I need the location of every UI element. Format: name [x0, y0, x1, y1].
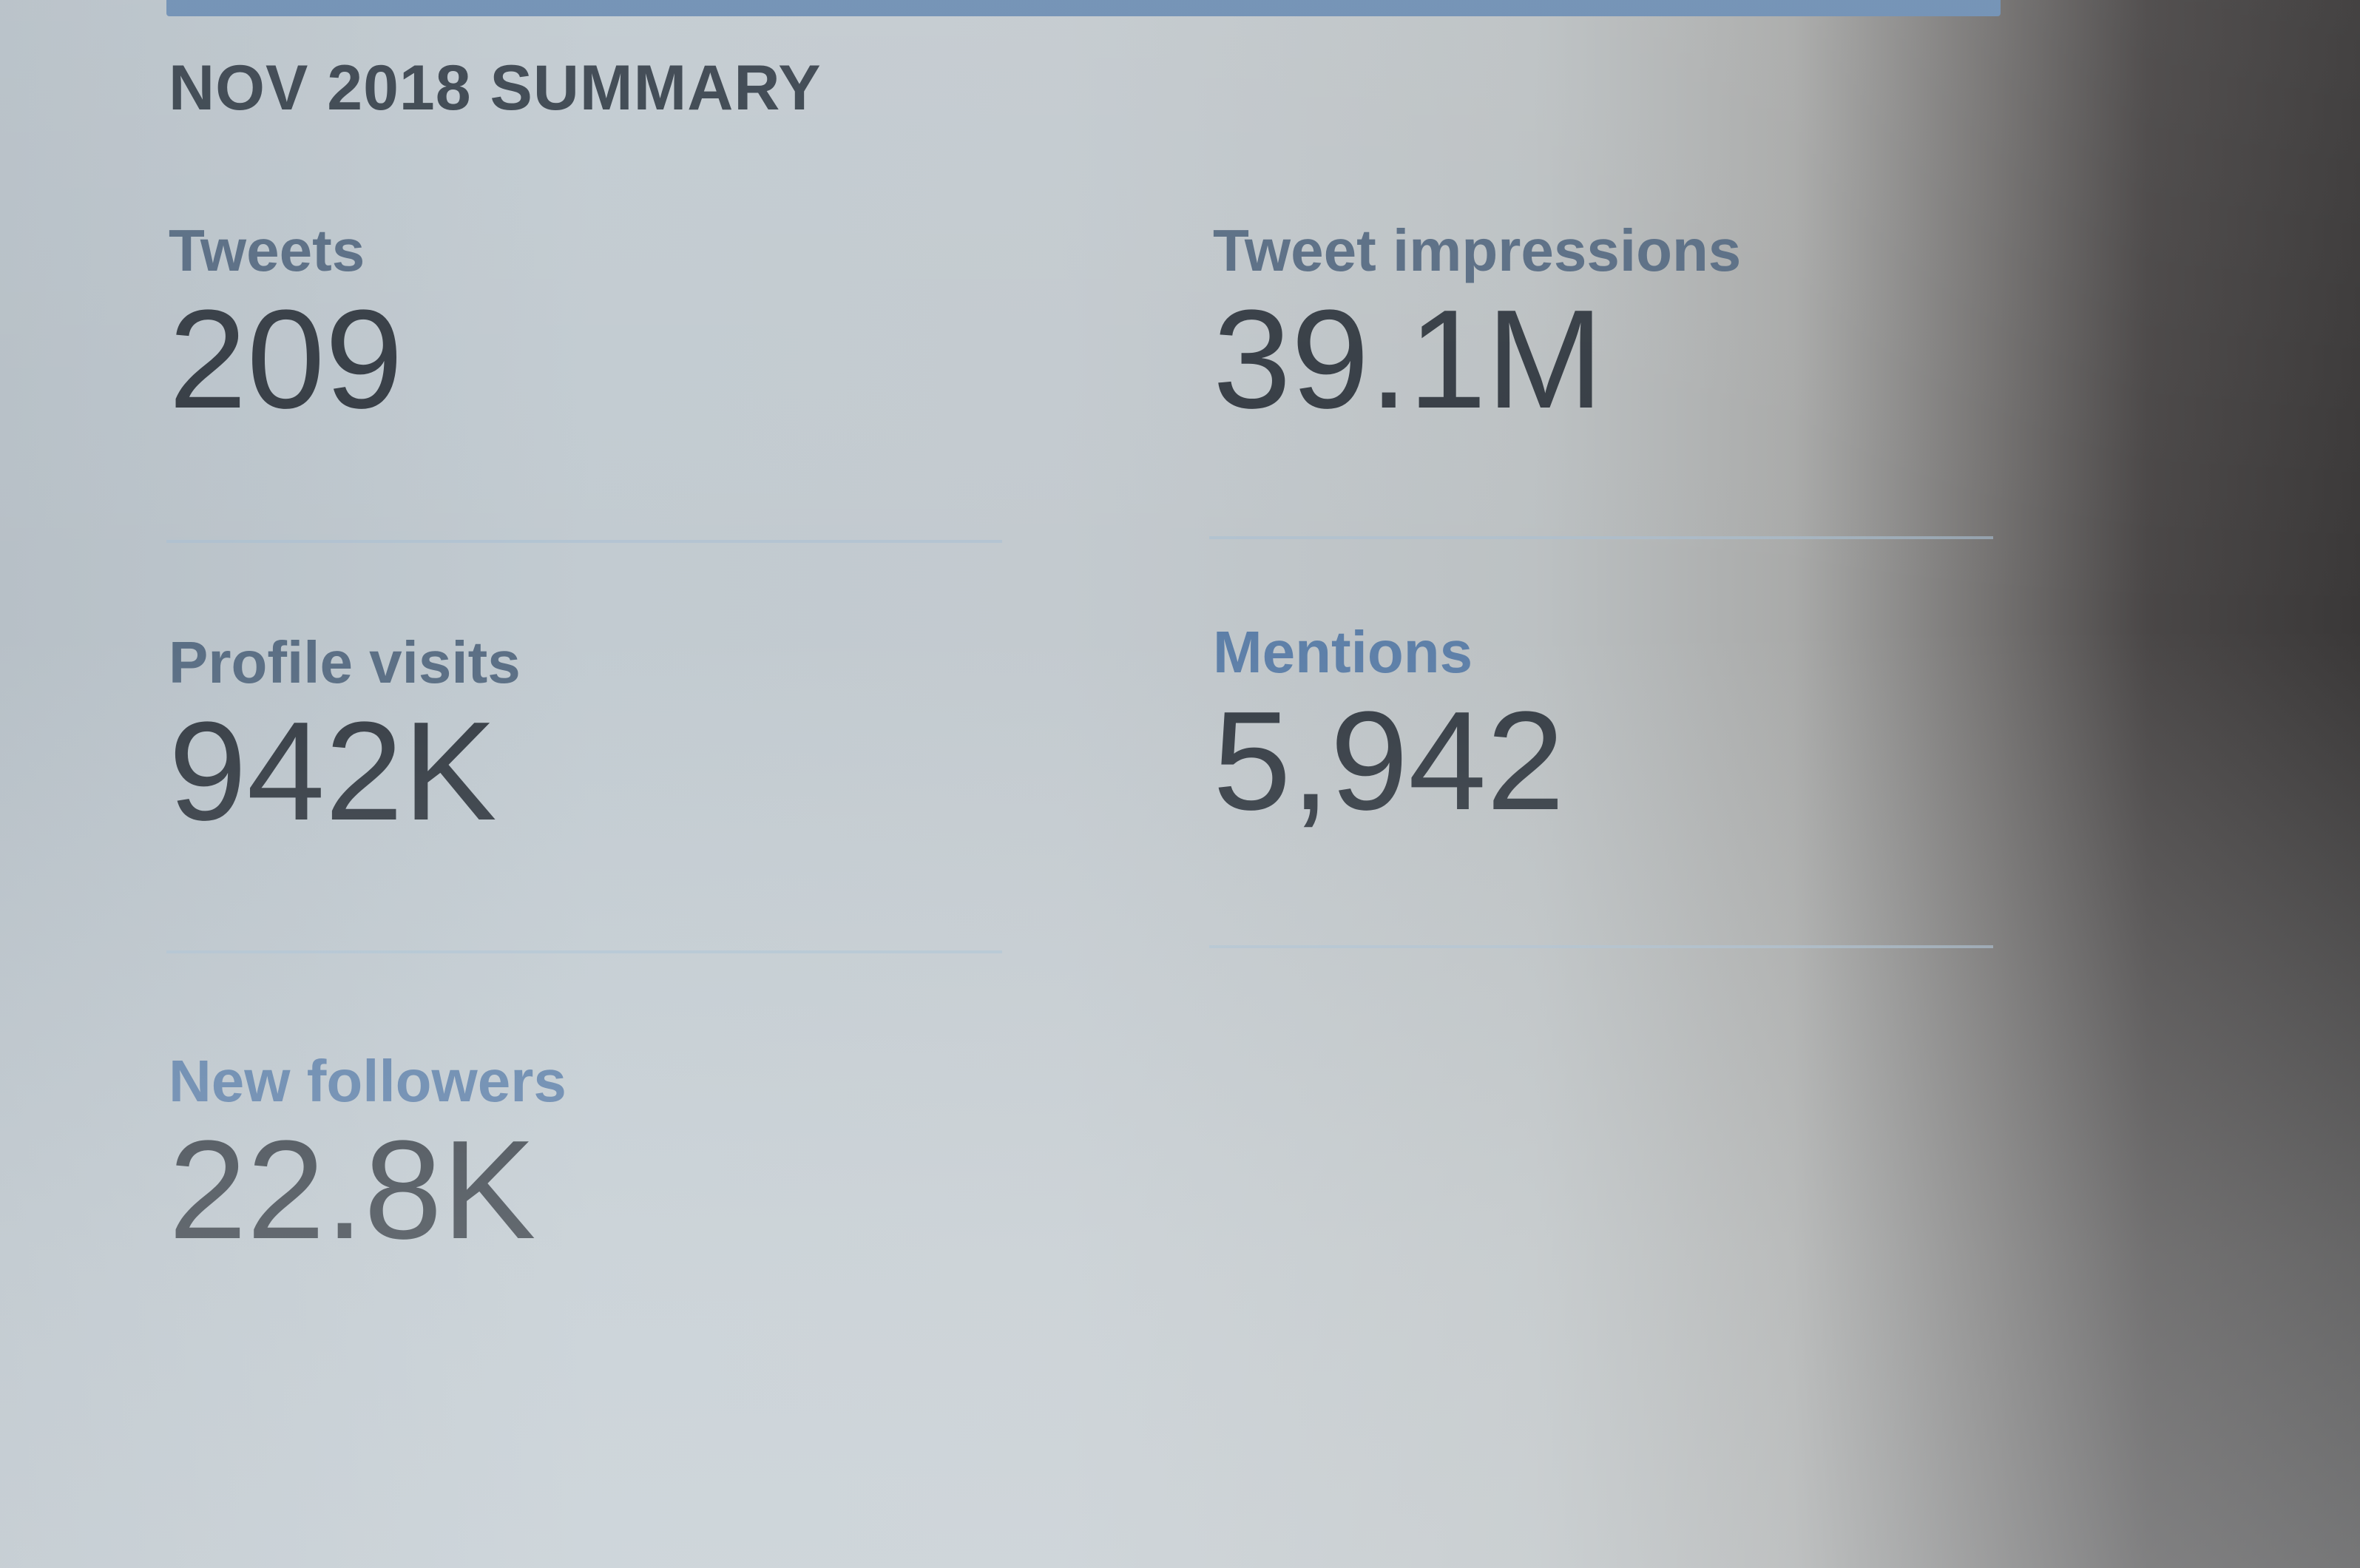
- metric-value-profile-visits: 942K: [169, 693, 497, 850]
- metric-value-tweets: 209: [169, 281, 404, 438]
- metric-profile-visits: Profile visits 942K: [169, 630, 997, 846]
- metric-label-tweets: Tweets: [169, 217, 365, 283]
- metric-divider: [1209, 945, 1993, 948]
- metric-label-tweet-impressions: Tweet impressions: [1213, 217, 1742, 283]
- metric-label-mentions[interactable]: Mentions: [1213, 619, 1473, 685]
- metric-value-mentions: 5,942: [1213, 683, 1565, 839]
- metric-value-new-followers: 22.8K: [169, 1112, 536, 1268]
- metric-label-new-followers: New followers: [169, 1048, 567, 1114]
- metric-divider: [166, 540, 1002, 543]
- metric-mentions[interactable]: Mentions 5,942: [1213, 620, 2041, 836]
- summary-title: NOV 2018 SUMMARY: [169, 53, 822, 124]
- metric-label-profile-visits: Profile visits: [169, 629, 521, 695]
- metric-tweets: Tweets 209: [169, 218, 997, 434]
- metric-divider: [166, 950, 1002, 953]
- metric-divider: [1209, 536, 1993, 539]
- metric-new-followers: New followers 22.8K: [169, 1049, 997, 1265]
- metric-tweet-impressions: Tweet impressions 39.1M: [1213, 218, 2041, 434]
- header-accent-bar: [166, 0, 2001, 16]
- metric-value-tweet-impressions: 39.1M: [1213, 281, 1604, 438]
